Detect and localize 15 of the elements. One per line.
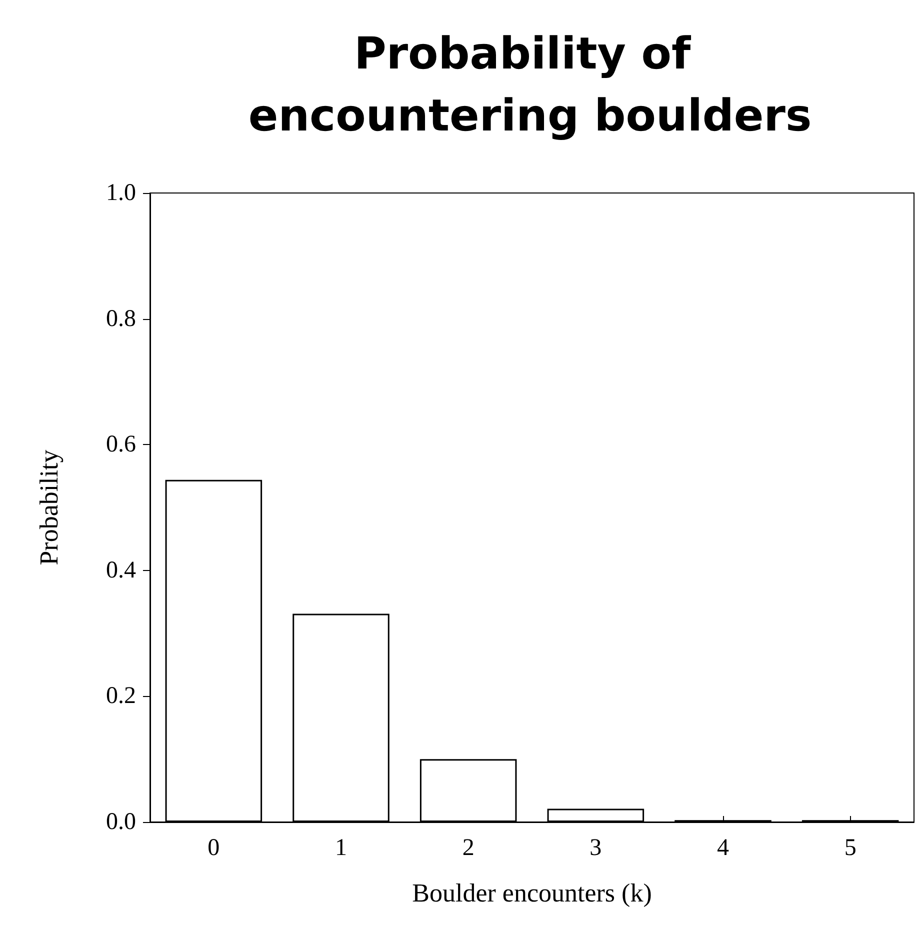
y-tick-label: 0.8 [106,306,136,332]
y-tick-label: 1.0 [106,180,136,206]
y-tick-label: 0.0 [106,809,136,835]
x-tick-label: 4 [717,835,729,861]
x-axis-title: Boulder encounters (k) [412,878,652,908]
x-tick-label: 0 [208,835,220,861]
x-tick-label: 5 [844,835,856,861]
y-tick-label: 0.6 [106,432,136,458]
x-tick-label: 2 [462,835,474,861]
x-tick-label: 1 [335,835,347,861]
x-tick-label: 3 [590,835,602,861]
y-tick-label: 0.2 [106,683,136,710]
chart-title: Probability of encountering boulders [248,28,812,142]
y-axis-title: Probability [34,450,64,566]
y-tick-label: 0.4 [106,557,136,584]
